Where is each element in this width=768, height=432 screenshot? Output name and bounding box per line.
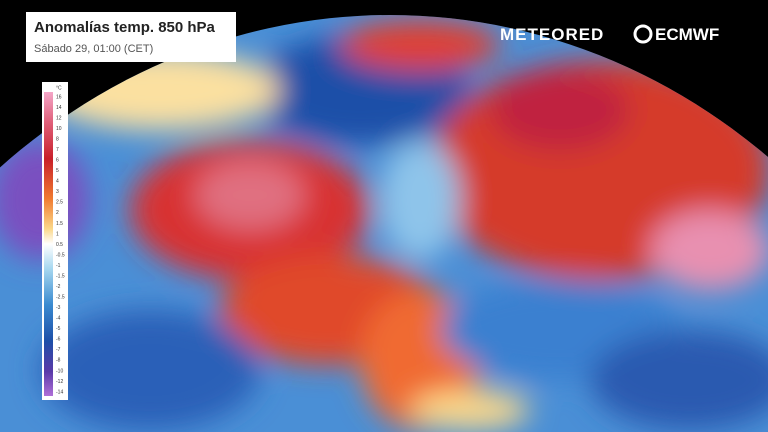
legend-tick-label: 2: [56, 210, 59, 216]
legend-tick-label: 6: [56, 158, 59, 164]
legend-tick-label: 2.5: [56, 200, 63, 206]
subtitle: Sábado 29, 01:00 (CET): [34, 43, 153, 55]
legend-tick-label: 4: [56, 179, 59, 185]
legend-ticks: 16 14 12 10 8 7 6 5 4 3 2.5 2 1.5 1 0.5 -0.5 -1 -1.5 -2 -2.…: [56, 94, 65, 395]
legend-tick-label: -8: [56, 358, 61, 364]
model-icon: [633, 24, 653, 44]
legend-tick-label: -2: [56, 284, 61, 290]
title-box: [26, 12, 236, 62]
legend-tick-label: -12: [56, 379, 63, 385]
legend-tick-label: -7: [56, 347, 61, 353]
legend-tick-label: -6: [56, 337, 61, 343]
legend-tick-label: 0.5: [56, 242, 63, 248]
legend-tick-label: 7: [56, 147, 59, 153]
legend-unit: °C: [56, 85, 62, 91]
legend-tick-label: 14: [56, 105, 62, 111]
legend-tick-label: -2.5: [56, 295, 65, 301]
legend-tick-label: 1: [56, 231, 59, 237]
brand-logo: METEORED: [500, 25, 604, 44]
legend-tick-label: 12: [56, 115, 62, 121]
legend-tick-label: -1: [56, 263, 61, 269]
legend-tick-label: -3: [56, 305, 61, 311]
legend-tick-label: 16: [56, 94, 62, 100]
legend-tick-label: -1.5: [56, 273, 65, 279]
legend-tick-label: -4: [56, 316, 61, 322]
legend-tick-label: -10: [56, 368, 63, 374]
legend-tick-label: 1.5: [56, 221, 63, 227]
legend-scale: [44, 92, 53, 396]
model-logo: ECMWF: [655, 25, 719, 44]
legend-tick-label: -5: [56, 326, 61, 332]
legend-tick-label: 10: [56, 126, 62, 132]
legend-tick-label: 8: [56, 136, 59, 142]
legend-tick-label: 5: [56, 168, 59, 174]
legend-tick-label: 3: [56, 189, 59, 195]
title: Anomalías temp. 850 hPa: [34, 19, 216, 36]
legend-tick-label: -0.5: [56, 252, 65, 258]
legend-tick-label: -14: [56, 389, 63, 395]
